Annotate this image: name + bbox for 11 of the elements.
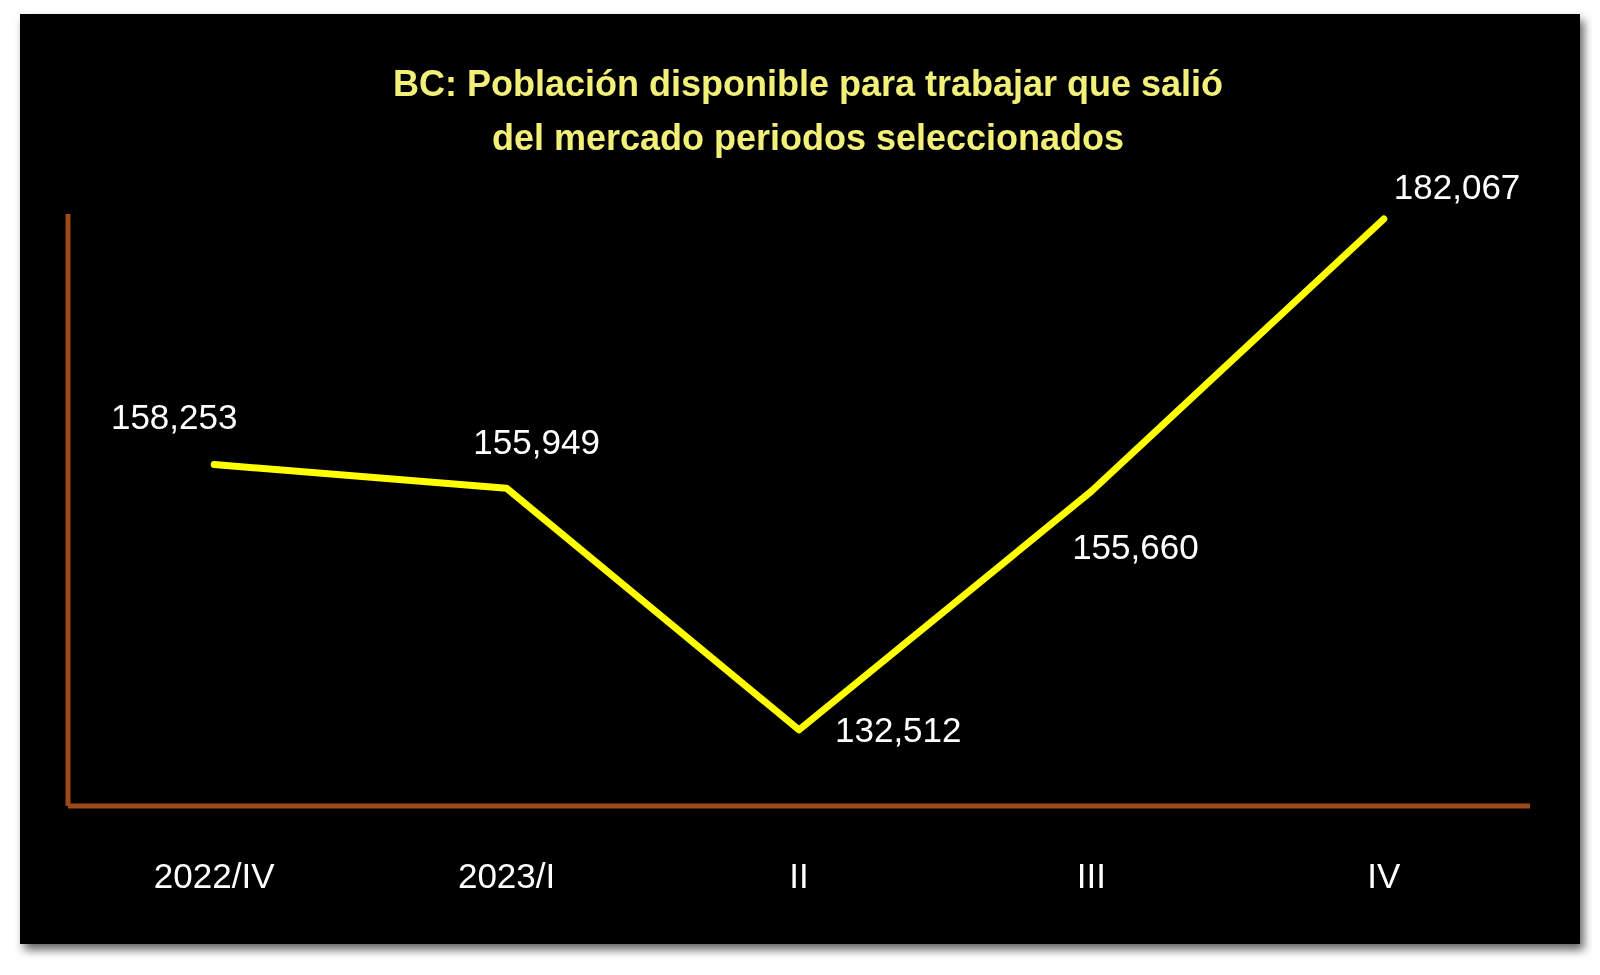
data-label: 132,512: [835, 709, 962, 749]
x-tick-label: 2023/I: [457, 856, 556, 895]
x-tick-label: III: [1076, 856, 1106, 895]
x-tick-label: II: [789, 856, 809, 895]
data-label: 182,067: [1393, 167, 1521, 207]
chart-title: BC: Población disponible para trabajar que salió del mercado periodos seleccionados: [392, 63, 1224, 158]
data-label: 155,949: [473, 422, 600, 462]
x-tick-label: IV: [1367, 856, 1401, 895]
x-tick-label: 2022/IV: [153, 856, 276, 895]
data-label: 158,253: [110, 396, 238, 436]
data-label: 155,660: [1072, 527, 1199, 567]
